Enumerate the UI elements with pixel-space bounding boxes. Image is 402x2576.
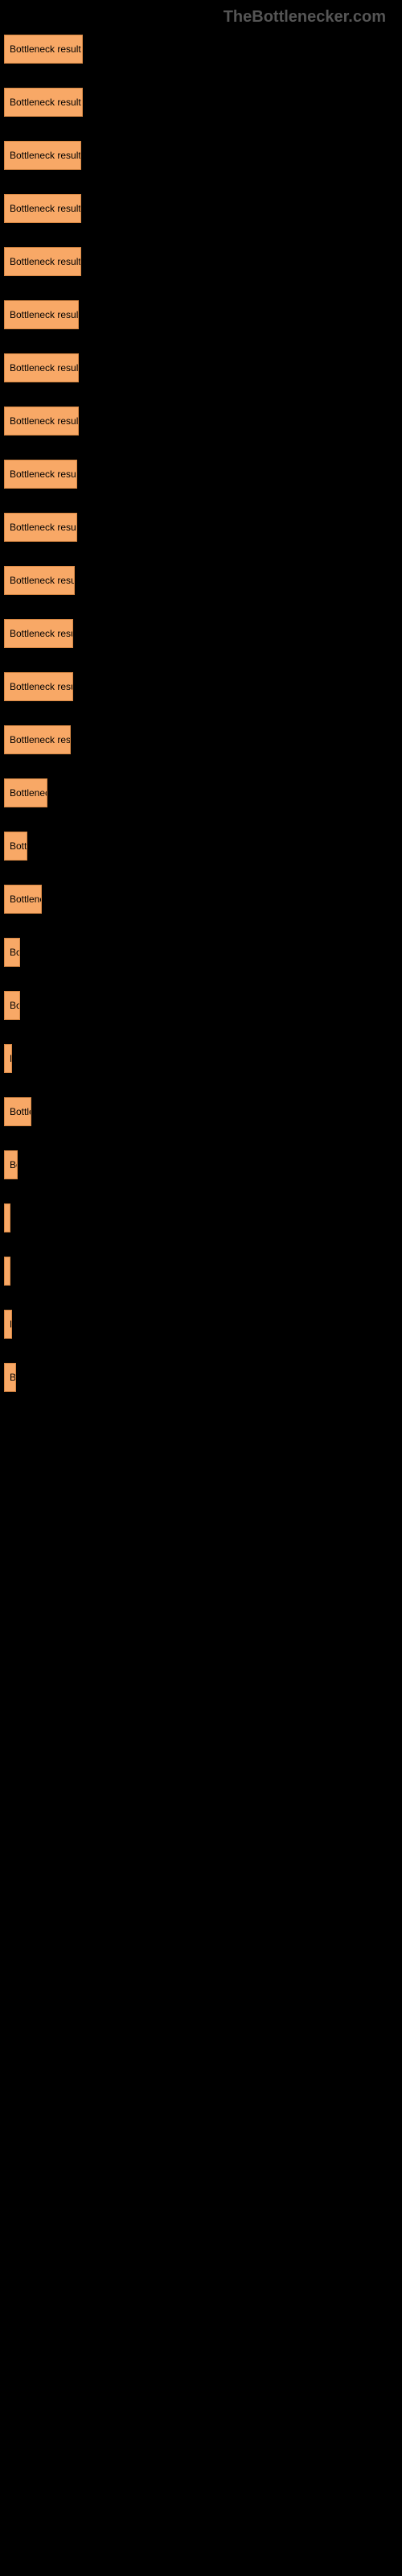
bar-label-text: Bottleneck result — [10, 256, 81, 267]
chart-bar: Bottleneck result — [4, 778, 47, 807]
bar-row: Bottleneck result — [4, 938, 398, 967]
bar-label-text: Bottleneck result — [10, 415, 79, 427]
bar-label-text: Bottleneck result — [10, 1159, 18, 1170]
chart-bar: Bottleneck result — [4, 513, 77, 542]
bar-label-text: Bottleneck result — [10, 787, 47, 799]
chart-bar: Bottleneck result — [4, 353, 79, 382]
bar-label-text: Bottleneck result — [10, 309, 79, 320]
bar-row: Bottleneck result — [4, 885, 398, 914]
chart-bar: Bottleneck result — [4, 1097, 31, 1126]
chart-bar: Bottleneck result — [4, 1044, 12, 1073]
bar-row: Bottleneck result — [4, 725, 398, 754]
bar-label-text: Bottleneck result — [10, 575, 75, 586]
bar-label-text: Bottleneck result — [10, 734, 71, 745]
bar-row: Bottleneck result — [4, 300, 398, 329]
bar-label-text: Bottleneck result — [10, 43, 81, 55]
bar-row: Bottleneck result — [4, 832, 398, 861]
bar-row: Bottleneck result — [4, 1310, 398, 1339]
bar-row: Bottleneck result — [4, 1363, 398, 1392]
bar-row: Bottleneck result — [4, 194, 398, 223]
chart-bar — [4, 1257, 10, 1286]
chart-bar: Bottleneck result — [4, 991, 20, 1020]
bar-row: Bottleneck result — [4, 460, 398, 489]
bar-label-text: Bottleneck result — [10, 628, 73, 639]
bar-row: Bottleneck result — [4, 1097, 398, 1126]
bar-label-text: Bottleneck result — [10, 840, 27, 852]
chart-bar: Bottleneck result — [4, 938, 20, 967]
bar-row: Bottleneck result — [4, 247, 398, 276]
site-name: TheBottlenecker.com — [224, 8, 386, 26]
bar-row: Bottleneck result — [4, 407, 398, 436]
bar-row: Bottleneck result — [4, 353, 398, 382]
bar-label-text: Bottleneck result — [10, 1319, 12, 1330]
bar-row: Bottleneck result — [4, 619, 398, 648]
chart-bar: Bottleneck result — [4, 407, 79, 436]
bar-label-text: Bottleneck result — [10, 150, 81, 161]
chart-bar: Bottleneck result — [4, 725, 71, 754]
chart-bar: Bottleneck result — [4, 247, 81, 276]
bar-row: Bottleneck result — [4, 778, 398, 807]
bar-label-text: Bottleneck result — [10, 469, 77, 480]
chart-bar: Bottleneck result — [4, 885, 42, 914]
chart-bar: Bottleneck result — [4, 832, 27, 861]
bar-label-text: Bottleneck result — [10, 894, 42, 905]
bar-row: Bottleneck result — [4, 672, 398, 701]
chart-bar: Bottleneck result — [4, 35, 83, 64]
bar-label-text: Bottleneck result — [10, 681, 73, 692]
chart-bar: Bottleneck result — [4, 141, 81, 170]
bar-row: Bottleneck result — [4, 1150, 398, 1179]
bar-row: Bottleneck result — [4, 141, 398, 170]
chart-bar: Bottleneck result — [4, 1150, 18, 1179]
chart-bar: Bottleneck result — [4, 88, 83, 117]
chart-bar: Bottleneck result — [4, 619, 73, 648]
bar-label-text: Bottleneck result — [10, 362, 79, 374]
bar-row: Bottleneck result — [4, 513, 398, 542]
bar-label-text: Bottleneck result — [10, 1372, 16, 1383]
chart-bar: Bottleneck result — [4, 672, 73, 701]
chart-bar: Bottleneck result — [4, 1310, 12, 1339]
bar-row: Bottleneck result — [4, 88, 398, 117]
bar-label-text: Bottleneck result — [10, 522, 77, 533]
bar-label-text: Bottleneck result — [10, 947, 20, 958]
chart-bar — [4, 1203, 10, 1232]
bar-label-text: Bottleneck result — [10, 1000, 20, 1011]
bar-label-text: Bottleneck result — [10, 1106, 31, 1117]
chart-bar: Bottleneck result — [4, 300, 79, 329]
bar-row: Bottleneck result — [4, 991, 398, 1020]
bar-row — [4, 1203, 398, 1232]
chart-bar: Bottleneck result — [4, 194, 81, 223]
bar-row: Bottleneck result — [4, 566, 398, 595]
bar-label-text: Bottleneck result — [10, 203, 81, 214]
bar-row: Bottleneck result — [4, 35, 398, 64]
bar-row: Bottleneck result — [4, 1044, 398, 1073]
site-header: TheBottlenecker.com — [0, 0, 402, 35]
bar-label-text: Bottleneck result — [10, 1053, 12, 1064]
bar-label-text: Bottleneck result — [10, 97, 81, 108]
chart-bar: Bottleneck result — [4, 1363, 16, 1392]
bar-row — [4, 1257, 398, 1286]
bar-chart: Bottleneck result Bottleneck result Bottle… — [0, 35, 402, 1432]
chart-bar: Bottleneck result — [4, 460, 77, 489]
chart-bar: Bottleneck result — [4, 566, 75, 595]
